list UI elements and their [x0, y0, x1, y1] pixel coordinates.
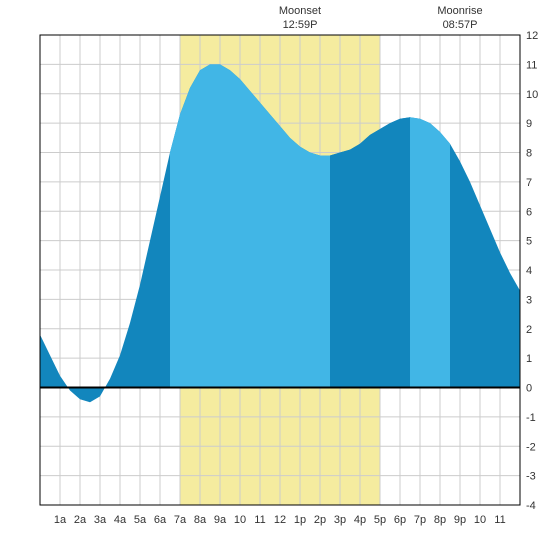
tide-chart: 1a2a3a4a5a6a7a8a9a1011121p2p3p4p5p6p7p8p… — [0, 0, 550, 550]
x-tick-label: 5a — [134, 514, 147, 526]
y-tick-label: 12 — [526, 30, 538, 42]
y-tick-label: -2 — [526, 441, 536, 453]
chart-svg: 1a2a3a4a5a6a7a8a9a1011121p2p3p4p5p6p7p8p… — [0, 0, 550, 550]
y-tick-label: -1 — [526, 412, 536, 424]
y-tick-label: 11 — [526, 59, 537, 71]
y-tick-label: 10 — [526, 89, 538, 101]
x-tick-label: 11 — [254, 514, 265, 526]
x-tick-label: 4p — [354, 514, 366, 526]
x-tick-label: 6p — [394, 514, 406, 526]
y-tick-label: 5 — [526, 236, 532, 248]
x-tick-label: 7a — [174, 514, 187, 526]
y-tick-label: 6 — [526, 206, 532, 218]
annotation-time: 12:59P — [283, 19, 318, 31]
y-tick-label: -3 — [526, 471, 536, 483]
y-tick-label: 1 — [526, 353, 532, 365]
x-tick-label: 5p — [374, 514, 386, 526]
x-tick-label: 2p — [314, 514, 326, 526]
x-tick-label: 10 — [234, 514, 246, 526]
y-tick-label: 9 — [526, 118, 532, 130]
y-tick-label: 0 — [526, 383, 532, 395]
x-tick-label: 6a — [154, 514, 167, 526]
y-tick-label: -4 — [526, 500, 536, 512]
y-tick-label: 8 — [526, 148, 532, 160]
x-tick-label: 11 — [494, 514, 505, 526]
x-tick-label: 7p — [414, 514, 426, 526]
x-tick-label: 3a — [94, 514, 107, 526]
x-tick-label: 10 — [474, 514, 486, 526]
x-tick-label: 1p — [294, 514, 306, 526]
annotation-title: Moonrise — [437, 5, 482, 17]
x-tick-label: 2a — [74, 514, 87, 526]
y-tick-label: 4 — [526, 265, 532, 277]
x-tick-label: 12 — [274, 514, 286, 526]
x-tick-label: 9a — [214, 514, 227, 526]
x-tick-label: 8a — [194, 514, 207, 526]
annotation-time: 08:57P — [443, 19, 478, 31]
x-tick-label: 1a — [54, 514, 67, 526]
x-tick-label: 3p — [334, 514, 346, 526]
annotation-title: Moonset — [279, 5, 321, 17]
x-tick-label: 4a — [114, 514, 127, 526]
y-tick-label: 3 — [526, 294, 532, 306]
y-tick-label: 2 — [526, 324, 532, 336]
x-tick-label: 9p — [454, 514, 466, 526]
x-tick-label: 8p — [434, 514, 446, 526]
y-tick-label: 7 — [526, 177, 532, 189]
